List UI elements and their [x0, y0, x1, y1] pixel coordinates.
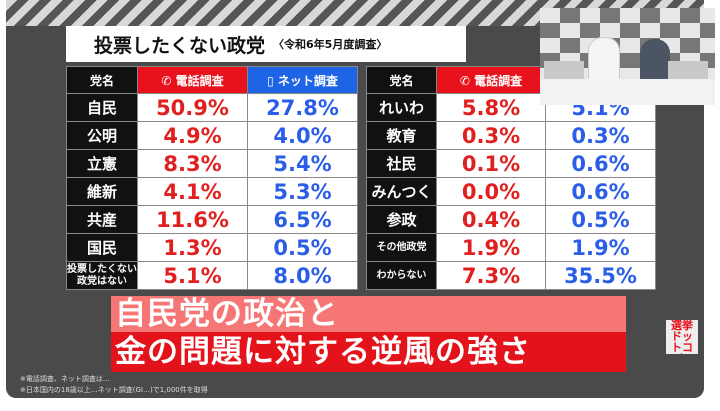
desk — [540, 79, 715, 105]
party-name: 立憲 — [66, 149, 138, 178]
party-name: 共産 — [66, 205, 138, 234]
table-row: わからない 7.3% 35.5% — [366, 261, 656, 290]
phone-value: 0.1% — [436, 149, 546, 178]
webcam-inset — [540, 8, 715, 105]
phone-value: 5.8% — [436, 93, 546, 122]
party-name: 維新 — [66, 177, 138, 206]
party-name: その他政党 — [366, 233, 437, 262]
caption-line-1: 自民党の政治と — [111, 296, 626, 332]
phone-value: 1.3% — [137, 233, 248, 262]
net-value: 5.4% — [247, 149, 358, 178]
phone-value: 0.0% — [436, 177, 546, 206]
header-party: 党名 — [366, 66, 437, 94]
header-net-label: ネット調査 — [277, 73, 338, 88]
phone-value: 11.6% — [137, 205, 248, 234]
table-row: 自民 50.9% 27.8% — [66, 93, 358, 122]
net-value: 0.5% — [247, 233, 358, 262]
party-name: 社民 — [366, 149, 437, 178]
net-value: 35.5% — [545, 261, 656, 290]
header-net: ▯ ネット調査 — [247, 66, 358, 94]
net-value: 0.5% — [545, 205, 656, 234]
party-name: わからない — [366, 261, 437, 290]
phone-value: 8.3% — [137, 149, 248, 178]
presenter-2 — [640, 39, 670, 85]
logo: 選挙ドットコム — [666, 320, 698, 354]
header-phone: ✆ 電話調査 — [137, 66, 248, 94]
net-value: 27.8% — [247, 93, 358, 122]
footnote-2: ※日本国内の18歳以上…ネット調査(GI…)で1,000件を取得 — [20, 386, 208, 394]
net-value: 4.0% — [247, 121, 358, 150]
table-row: みんつく 0.0% 0.6% — [366, 177, 656, 206]
phone-icon: ✆ — [459, 73, 475, 88]
header-phone-label: 電話調査 — [474, 73, 523, 88]
table-row: 参政 0.4% 0.5% — [366, 205, 656, 234]
laptop — [668, 61, 708, 83]
party-name: 自民 — [66, 93, 138, 122]
phone-value: 0.3% — [436, 121, 546, 150]
left-table: 党名 ✆ 電話調査 ▯ ネット調査 自民 50.9% 27.8% 公明 4.9% … — [66, 66, 358, 290]
table-row: 共産 11.6% 6.5% — [66, 205, 358, 234]
presenter-1 — [588, 37, 620, 85]
net-value: 0.6% — [545, 177, 656, 206]
phone-value: 7.3% — [436, 261, 546, 290]
table-row: 教育 0.3% 0.3% — [366, 121, 656, 150]
table-row: 社民 0.1% 0.6% — [366, 149, 656, 178]
table-row: 公明 4.9% 4.0% — [66, 121, 358, 150]
phone-value: 4.1% — [137, 177, 248, 206]
party-name: 公明 — [66, 121, 138, 150]
net-value: 0.6% — [545, 149, 656, 178]
phone-value: 50.9% — [137, 93, 248, 122]
header-phone-label: 電話調査 — [175, 73, 224, 88]
phone-icon: ✆ — [161, 73, 176, 88]
title-box: 投票したくない政党 〈令和6年5月度調査〉 — [66, 26, 466, 62]
party-name: 投票したくない政党はない — [66, 261, 138, 290]
phone-value: 0.4% — [436, 205, 546, 234]
header-phone: ✆ 電話調査 — [436, 66, 546, 94]
header-party: 党名 — [66, 66, 138, 94]
caption-line-2: 金の問題に対する逆風の強さ — [111, 332, 626, 372]
party-name: みんつく — [366, 177, 437, 206]
phone-value: 1.9% — [436, 233, 546, 262]
party-name: 国民 — [66, 233, 138, 262]
net-value: 0.3% — [545, 121, 656, 150]
footnote-1: ※電話調査、ネット調査は… — [20, 375, 110, 383]
party-name: 教育 — [366, 121, 437, 150]
phone-value: 5.1% — [137, 261, 248, 290]
net-value: 1.9% — [545, 233, 656, 262]
laptop — [544, 61, 584, 83]
page-subtitle: 〈令和6年5月度調査〉 — [273, 38, 388, 51]
net-value: 6.5% — [247, 205, 358, 234]
table-row: 立憲 8.3% 5.4% — [66, 149, 358, 178]
smartphone-icon: ▯ — [267, 73, 278, 88]
page-title: 投票したくない政党 — [94, 34, 266, 57]
table-row: その他政党 1.9% 1.9% — [366, 233, 656, 262]
party-name: れいわ — [366, 93, 437, 122]
net-value: 8.0% — [247, 261, 358, 290]
party-name: 参政 — [366, 205, 437, 234]
phone-value: 4.9% — [137, 121, 248, 150]
table-row: 維新 4.1% 5.3% — [66, 177, 358, 206]
right-table: 党名 ✆ 電話調査 ネット調査 れいわ 5.8% 5.1%教育 0.3% 0.3… — [366, 66, 656, 290]
table-row: 投票したくない政党はない 5.1% 8.0% — [66, 261, 358, 290]
table-row: 国民 1.3% 0.5% — [66, 233, 358, 262]
net-value: 5.3% — [247, 177, 358, 206]
